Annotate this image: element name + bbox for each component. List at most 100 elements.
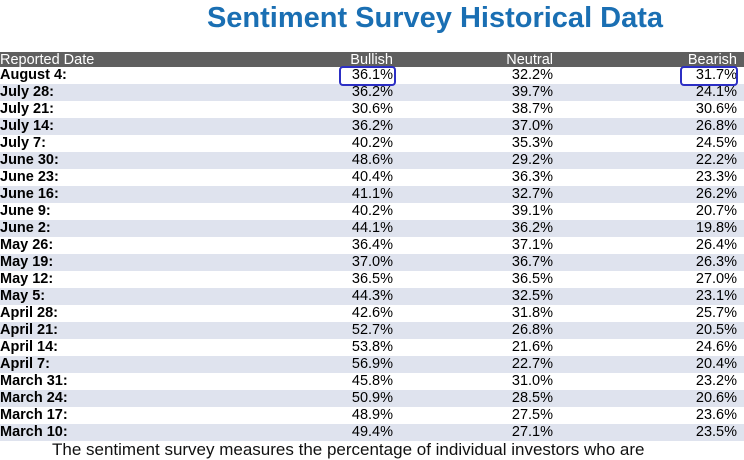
row-date: May 19: (0, 254, 54, 270)
row-date: July 28: (0, 84, 54, 100)
row-bullish: 36.2% (351, 84, 393, 100)
table-row: April 7: 56.9% 22.7% 20.4% (0, 356, 744, 373)
header-bullish: Bullish (350, 52, 393, 68)
sentiment-table: Reported Date Bullish Neutral Bearish Au… (0, 52, 744, 441)
row-bearish: 23.3% (695, 169, 737, 185)
table-row: June 9: 40.2% 39.1% 20.7% (0, 203, 744, 220)
row-bearish: 31.7% (695, 67, 737, 83)
table-row: July 21: 30.6% 38.7% 30.6% (0, 101, 744, 118)
row-neutral: 21.6% (511, 339, 553, 355)
row-date: May 12: (0, 271, 54, 287)
row-bearish: 20.7% (695, 203, 737, 219)
row-neutral: 32.5% (511, 288, 553, 304)
table-row: May 26: 36.4% 37.1% 26.4% (0, 237, 744, 254)
table-row: June 2: 44.1% 36.2% 19.8% (0, 220, 744, 237)
row-neutral: 37.1% (511, 237, 553, 253)
row-bullish: 37.0% (351, 254, 393, 270)
row-bullish: 49.4% (351, 424, 393, 440)
row-bullish: 48.6% (351, 152, 393, 168)
row-bearish: 26.4% (695, 237, 737, 253)
row-bearish: 19.8% (695, 220, 737, 236)
table-row: June 23: 40.4% 36.3% 23.3% (0, 169, 744, 186)
row-bearish: 20.6% (695, 390, 737, 406)
row-date: June 9: (0, 203, 51, 219)
row-bearish: 26.2% (695, 186, 737, 202)
row-date: July 7: (0, 135, 46, 151)
table-row: March 31: 45.8% 31.0% 23.2% (0, 373, 744, 390)
row-bearish: 26.3% (695, 254, 737, 270)
row-neutral: 32.2% (511, 67, 553, 83)
row-bearish: 23.6% (695, 407, 737, 423)
row-date: March 17: (0, 407, 68, 423)
row-neutral: 26.8% (511, 322, 553, 338)
row-date: May 26: (0, 237, 54, 253)
row-neutral: 29.2% (511, 152, 553, 168)
row-neutral: 27.5% (511, 407, 553, 423)
page-title: Sentiment Survey Historical Data (206, 2, 664, 34)
row-neutral: 39.7% (511, 84, 553, 100)
row-neutral: 39.1% (511, 203, 553, 219)
table-row: March 17: 48.9% 27.5% 23.6% (0, 407, 744, 424)
row-bullish: 50.9% (351, 390, 393, 406)
row-date: March 10: (0, 424, 68, 440)
table-row: May 12: 36.5% 36.5% 27.0% (0, 271, 744, 288)
row-date: August 4: (0, 67, 67, 83)
row-bullish: 45.8% (351, 373, 393, 389)
table-row: July 28: 36.2% 39.7% 24.1% (0, 84, 744, 101)
row-bullish: 36.4% (351, 237, 393, 253)
row-date: April 28: (0, 305, 59, 321)
table-body: August 4: 36.1% 32.2% 31.7% July 28: 36.2% 39.… (0, 67, 744, 441)
row-neutral: 31.8% (511, 305, 553, 321)
table-row: August 4: 36.1% 32.2% 31.7% (0, 67, 744, 84)
row-date: April 21: (0, 322, 59, 338)
row-bullish: 40.2% (351, 135, 393, 151)
table-row: July 14: 36.2% 37.0% 26.8% (0, 118, 744, 135)
row-bullish: 40.2% (351, 203, 393, 219)
row-bullish: 36.5% (351, 271, 393, 287)
table-row: June 30: 48.6% 29.2% 22.2% (0, 152, 744, 169)
table-row: June 16: 41.1% 32.7% 26.2% (0, 186, 744, 203)
row-bullish: 48.9% (351, 407, 393, 423)
row-bearish: 24.6% (695, 339, 737, 355)
table-row: April 28: 42.6% 31.8% 25.7% (0, 305, 744, 322)
footer-text: The sentiment survey measures the percen… (52, 440, 645, 459)
row-neutral: 38.7% (511, 101, 553, 117)
row-date: June 23: (0, 169, 59, 185)
table-row: March 24: 50.9% 28.5% 20.6% (0, 390, 744, 407)
row-neutral: 31.0% (511, 373, 553, 389)
table-row: April 14: 53.8% 21.6% 24.6% (0, 339, 744, 356)
row-neutral: 37.0% (511, 118, 553, 134)
row-bearish: 20.5% (695, 322, 737, 338)
row-neutral: 36.3% (511, 169, 553, 185)
row-date: March 31: (0, 373, 68, 389)
row-date: June 16: (0, 186, 59, 202)
row-bullish: 40.4% (351, 169, 393, 185)
row-date: June 30: (0, 152, 59, 168)
row-bullish: 56.9% (351, 356, 393, 372)
row-bearish: 23.2% (695, 373, 737, 389)
row-neutral: 32.7% (511, 186, 553, 202)
table-header-row: Reported Date Bullish Neutral Bearish (0, 52, 744, 68)
row-bearish: 20.4% (695, 356, 737, 372)
row-bearish: 30.6% (695, 101, 737, 117)
row-neutral: 22.7% (511, 356, 553, 372)
row-bearish: 25.7% (695, 305, 737, 321)
table-row: May 19: 37.0% 36.7% 26.3% (0, 254, 744, 271)
row-date: April 7: (0, 356, 50, 372)
table-row: May 5: 44.3% 32.5% 23.1% (0, 288, 744, 305)
table-row: July 7: 40.2% 35.3% 24.5% (0, 135, 744, 152)
bullish-highlight-box (339, 66, 396, 86)
row-bearish: 27.0% (695, 271, 737, 287)
row-bullish: 44.3% (351, 288, 393, 304)
row-date: May 5: (0, 288, 46, 304)
row-bullish: 41.1% (351, 186, 393, 202)
row-bearish: 24.1% (695, 84, 737, 100)
row-neutral: 27.1% (511, 424, 553, 440)
row-bearish: 26.8% (695, 118, 737, 134)
header-neutral: Neutral (506, 52, 553, 68)
row-bearish: 22.2% (695, 152, 737, 168)
row-bullish: 52.7% (351, 322, 393, 338)
table-row: March 10: 49.4% 27.1% 23.5% (0, 424, 744, 441)
row-bearish: 23.5% (695, 424, 737, 440)
row-bullish: 36.2% (351, 118, 393, 134)
